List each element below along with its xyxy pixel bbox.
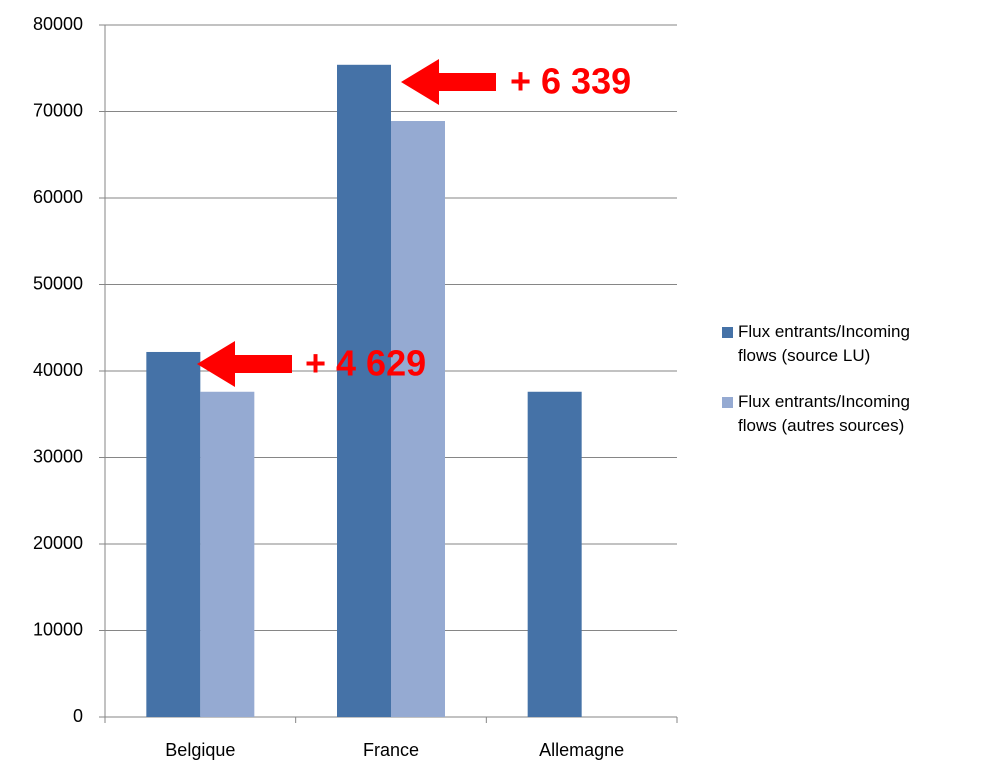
arrow — [401, 59, 496, 105]
legend-swatch — [722, 327, 733, 338]
legend-item: Flux entrants/Incoming flows (source LU) — [722, 320, 938, 368]
bar — [146, 351, 201, 717]
x-tick-label: Belgique — [165, 740, 235, 760]
bar — [337, 64, 391, 718]
y-tick-label: 50000 — [33, 273, 83, 293]
legend: Flux entrants/Incoming flows (source LU)… — [722, 320, 962, 460]
y-tick-label: 20000 — [33, 533, 83, 553]
legend-item: Flux entrants/Incoming flows (autres sou… — [722, 390, 938, 438]
y-tick-label: 10000 — [33, 619, 83, 639]
y-tick-label: 60000 — [33, 187, 83, 207]
x-tick-label: Allemagne — [539, 740, 624, 760]
bar — [391, 121, 445, 717]
y-tick-label: 40000 — [33, 360, 83, 380]
annotation: + 4 629 — [305, 343, 426, 384]
y-tick-label: 70000 — [33, 100, 83, 120]
y-tick-label: 30000 — [33, 446, 83, 466]
y-tick-label: 80000 — [33, 14, 83, 34]
annotation: + 6 339 — [510, 61, 631, 102]
bar — [200, 391, 255, 717]
legend-label: Flux entrants/Incoming flows (source LU) — [738, 322, 910, 365]
bar — [527, 391, 582, 717]
legend-swatch — [722, 397, 733, 408]
y-tick-label: 0 — [73, 706, 83, 726]
x-tick-label: France — [363, 740, 419, 760]
legend-label: Flux entrants/Incoming flows (autres sou… — [738, 392, 910, 435]
arrow — [197, 341, 292, 387]
